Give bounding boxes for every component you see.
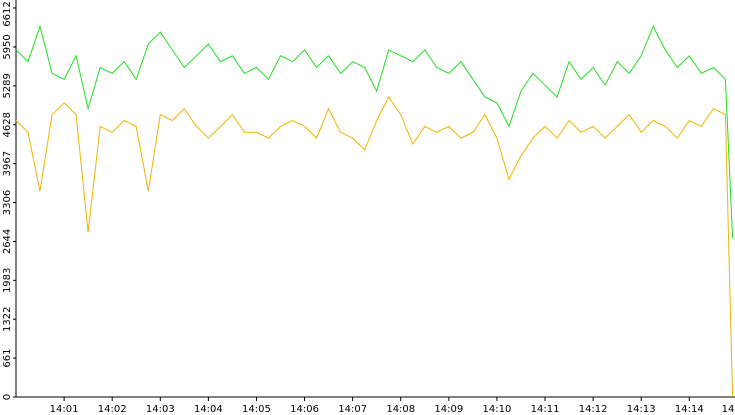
x-tick-label: 14:03 bbox=[146, 404, 175, 415]
y-tick-label: 1983 bbox=[2, 268, 13, 293]
x-tick-label: 14:07 bbox=[338, 404, 367, 415]
y-tick-label: 0 bbox=[2, 394, 13, 400]
x-tick-label: 14:08 bbox=[386, 404, 415, 415]
x-tick-label: 14 bbox=[722, 404, 735, 415]
y-tick-label: 5289 bbox=[2, 73, 13, 98]
x-tick-label: 14:05 bbox=[242, 404, 271, 415]
x-tick-label: 14:10 bbox=[483, 404, 512, 415]
y-tick-label: 3306 bbox=[2, 190, 13, 215]
x-tick-label: 14:06 bbox=[290, 404, 319, 415]
x-tick-label: 14:13 bbox=[627, 404, 656, 415]
x-tick-label: 14:01 bbox=[50, 404, 79, 415]
y-tick-label: 3967 bbox=[2, 151, 13, 176]
y-tick-label: 5950 bbox=[2, 34, 13, 59]
x-tick-label: 14:11 bbox=[531, 404, 560, 415]
y-tick-label: 661 bbox=[2, 349, 13, 368]
x-tick-label: 14:04 bbox=[194, 404, 223, 415]
series-line bbox=[15, 96, 734, 398]
y-tick-label: 1322 bbox=[2, 306, 13, 331]
series-line bbox=[15, 24, 734, 239]
x-tick-label: 14:02 bbox=[98, 404, 127, 415]
y-tick-label: 4628 bbox=[2, 112, 13, 137]
y-tick-label: 2644 bbox=[2, 229, 13, 254]
x-tick-label: 14:09 bbox=[434, 404, 463, 415]
x-tick-label: 14:14 bbox=[675, 404, 704, 415]
x-tick-label: 14:12 bbox=[579, 404, 608, 415]
y-tick-label: 6612 bbox=[2, 1, 13, 26]
